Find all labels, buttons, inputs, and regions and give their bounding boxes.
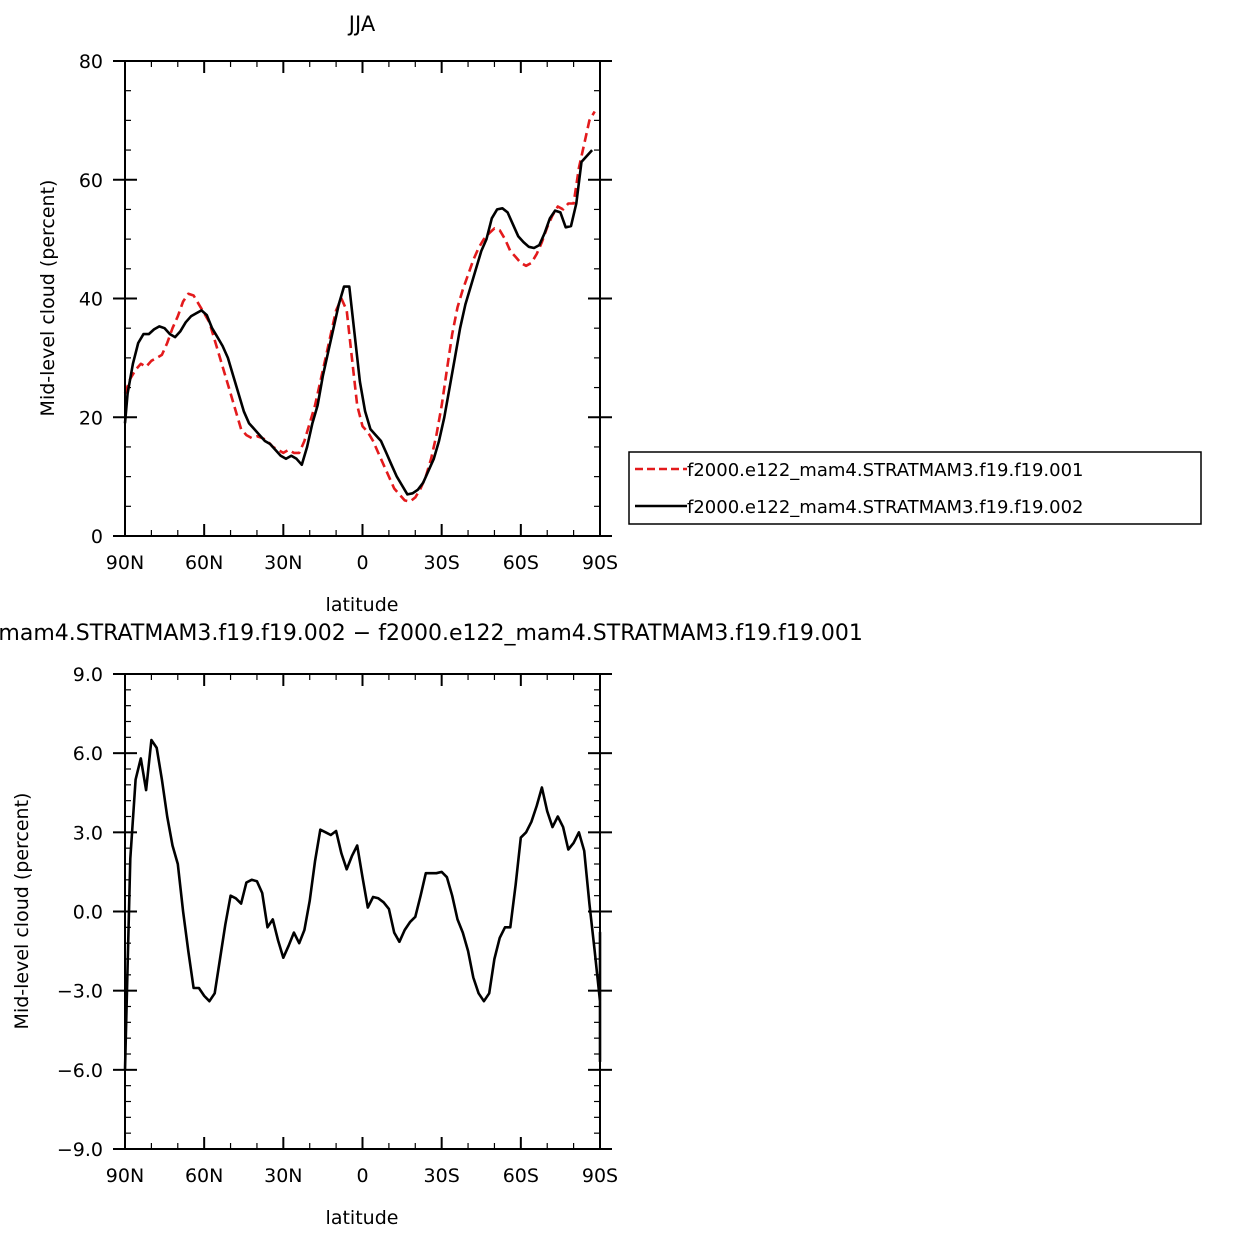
top-x-tick-label: 30N xyxy=(264,552,302,574)
bottom-panel: f2000.e122_mam4.STRATMAM3.f19.f19.002 − … xyxy=(0,621,863,1229)
top-panel-title: JJA xyxy=(347,12,376,36)
top-x-tick-label: 0 xyxy=(356,552,368,574)
bottom-y-tick-label: 9.0 xyxy=(73,664,103,686)
legend-label-001: f2000.e122_mam4.STRATMAM3.f19.f19.001 xyxy=(687,460,1084,481)
legend: f2000.e122_mam4.STRATMAM3.f19.f19.001 f2… xyxy=(628,451,1202,525)
top-x-tick-label: 30S xyxy=(424,552,460,574)
top-x-tick-label: 60S xyxy=(503,552,539,574)
top-series-line-2 xyxy=(123,149,594,496)
bottom-y-tick-label: −9.0 xyxy=(57,1139,103,1161)
top-y-tick-label: 80 xyxy=(79,51,103,73)
top-y-tick-label: 20 xyxy=(79,407,103,429)
bottom-y-tick-label: 0.0 xyxy=(73,902,103,924)
bottom-y-tick-label: 3.0 xyxy=(73,822,103,844)
bottom-x-tick-label: 60S xyxy=(503,1165,539,1187)
bottom-x-tick-label: 60N xyxy=(185,1165,223,1187)
top-panel: JJA 90N 60N 30N 0 30S 60S 90S 0 20 40 60 80 latitud… xyxy=(37,12,618,616)
bottom-panel-ylabel: Mid-level cloud (percent) xyxy=(11,793,33,1030)
bottom-x-tick-label: 90N xyxy=(106,1165,144,1187)
bottom-panel-frame xyxy=(124,673,601,1150)
top-panel-ylabel: Mid-level cloud (percent) xyxy=(37,180,59,417)
top-y-tick-label: 40 xyxy=(79,289,103,311)
bottom-x-tick-label: 30S xyxy=(424,1165,460,1187)
bottom-series-line-1 xyxy=(123,738,602,1070)
bottom-y-tick-label: 6.0 xyxy=(73,743,103,765)
top-panel-frame xyxy=(124,60,601,537)
bottom-y-tick-label: −6.0 xyxy=(57,1060,103,1082)
top-y-tick-label: 0 xyxy=(91,526,103,548)
bottom-y-tick-label: −3.0 xyxy=(57,981,103,1003)
legend-label-002: f2000.e122_mam4.STRATMAM3.f19.f19.002 xyxy=(687,497,1084,518)
top-x-tick-label: 90N xyxy=(106,552,144,574)
top-panel-xlabel: latitude xyxy=(326,594,399,616)
top-x-tick-label: 90S xyxy=(582,552,618,574)
top-y-tick-label: 60 xyxy=(79,170,103,192)
bottom-x-tick-label: 90S xyxy=(582,1165,618,1187)
bottom-panel-title: f2000.e122_mam4.STRATMAM3.f19.f19.002 − … xyxy=(0,621,863,646)
legend-box xyxy=(628,451,1202,525)
bottom-panel-xlabel: latitude xyxy=(326,1207,399,1229)
bottom-x-tick-label: 0 xyxy=(356,1165,368,1187)
top-x-tick-label: 60N xyxy=(185,552,223,574)
bottom-x-tick-label: 30N xyxy=(264,1165,302,1187)
top-series-line-1 xyxy=(123,110,596,503)
